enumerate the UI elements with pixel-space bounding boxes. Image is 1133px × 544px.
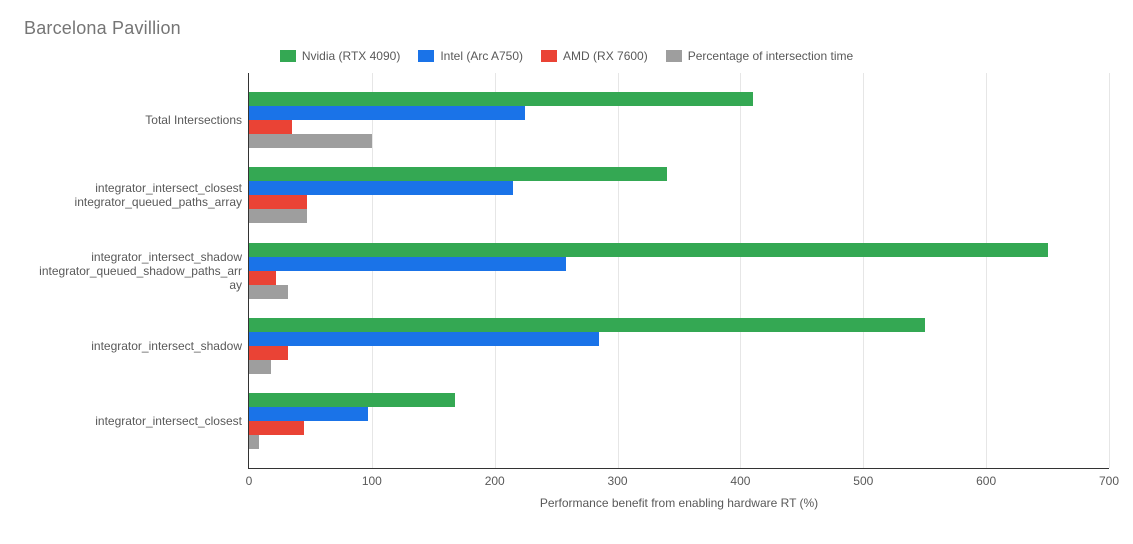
chart-title: Barcelona Pavillion: [24, 18, 1109, 39]
legend-swatch-amd: [541, 50, 557, 62]
bar-pct: [249, 360, 271, 374]
legend-swatch-nvidia: [280, 50, 296, 62]
x-tick-label: 300: [608, 474, 628, 488]
x-tick-label: 0: [246, 474, 253, 488]
bar-intel: [249, 106, 525, 120]
y-category-label: integrator_intersect_shadowintegrator_qu…: [39, 250, 242, 292]
bar-nvidia: [249, 167, 667, 181]
legend-item: Percentage of intersection time: [666, 49, 853, 63]
bar-nvidia: [249, 243, 1048, 257]
legend-item: Intel (Arc A750): [418, 49, 523, 63]
y-category-label: integrator_intersect_closestintegrator_q…: [75, 181, 242, 209]
x-tick-label: 700: [1099, 474, 1119, 488]
chart-body: Total Intersections integrator_intersect_…: [24, 73, 1109, 503]
legend-label: Intel (Arc A750): [440, 49, 523, 63]
legend-swatch-intel: [418, 50, 434, 62]
bar-amd: [249, 271, 276, 285]
bar-amd: [249, 346, 288, 360]
legend-label: Nvidia (RTX 4090): [302, 49, 400, 63]
bar-group: [249, 167, 1109, 223]
x-tick-label: 600: [976, 474, 996, 488]
y-category-label: Total Intersections: [145, 113, 242, 127]
y-category-label: integrator_intersect_closest: [95, 414, 242, 428]
x-tick-label: 100: [362, 474, 382, 488]
y-axis-labels: Total Intersections integrator_intersect_…: [24, 73, 248, 503]
x-axis-title: Performance benefit from enabling hardwa…: [540, 496, 818, 510]
bar-pct: [249, 134, 372, 148]
legend-label: Percentage of intersection time: [688, 49, 853, 63]
bar-pct: [249, 285, 288, 299]
bar-nvidia: [249, 92, 753, 106]
legend-label: AMD (RX 7600): [563, 49, 648, 63]
x-tick-label: 400: [730, 474, 750, 488]
bar-nvidia: [249, 318, 925, 332]
bar-intel: [249, 257, 566, 271]
chart-container: Barcelona Pavillion Nvidia (RTX 4090) In…: [0, 0, 1133, 544]
bar-nvidia: [249, 393, 455, 407]
x-tick-label: 500: [853, 474, 873, 488]
legend-swatch-pct: [666, 50, 682, 62]
bar-pct: [249, 435, 259, 449]
legend: Nvidia (RTX 4090) Intel (Arc A750) AMD (…: [24, 49, 1109, 63]
bar-amd: [249, 195, 307, 209]
bar-amd: [249, 421, 304, 435]
y-category-label: integrator_intersect_shadow: [91, 339, 242, 353]
bar-intel: [249, 332, 599, 346]
bar-intel: [249, 407, 368, 421]
legend-item: AMD (RX 7600): [541, 49, 648, 63]
legend-item: Nvidia (RTX 4090): [280, 49, 400, 63]
bar-group: [249, 393, 1109, 449]
bar-group: [249, 92, 1109, 148]
bar-group: [249, 243, 1109, 299]
bar-pct: [249, 209, 307, 223]
x-tick-label: 200: [485, 474, 505, 488]
bar-group: [249, 318, 1109, 374]
plot-area: Performance benefit from enabling hardwa…: [248, 73, 1109, 469]
grid-line: [1109, 73, 1110, 468]
bar-intel: [249, 181, 513, 195]
bar-amd: [249, 120, 292, 134]
